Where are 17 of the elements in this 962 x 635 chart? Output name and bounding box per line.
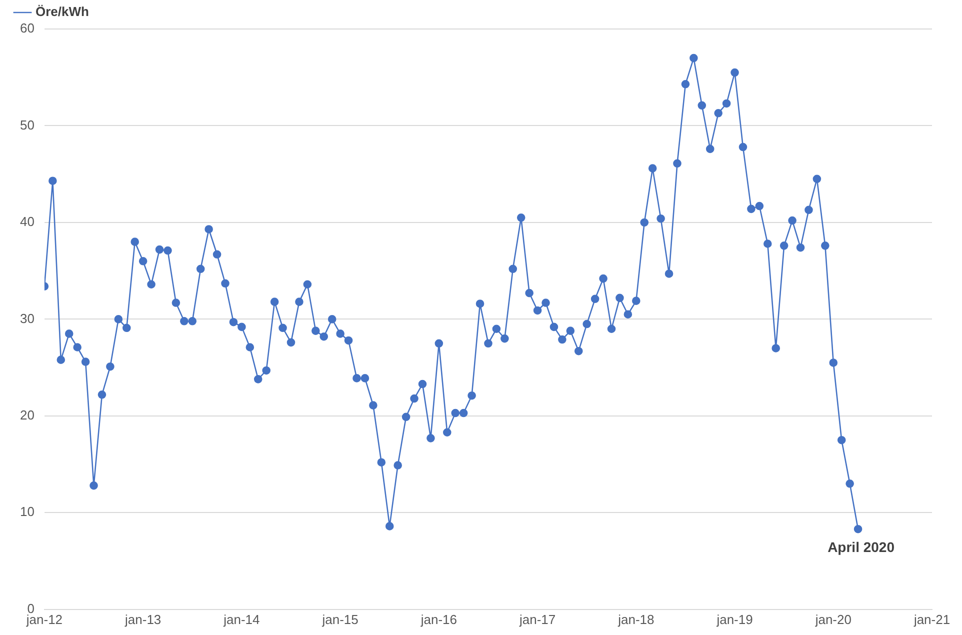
x-tick-label: jan-13 bbox=[124, 612, 162, 627]
y-tick-label: 50 bbox=[20, 117, 34, 132]
y-tick-label: 60 bbox=[20, 20, 34, 36]
y-tick-label: 10 bbox=[20, 504, 34, 520]
y-tick-label: 20 bbox=[20, 408, 34, 423]
x-tick-label: jan-16 bbox=[420, 612, 457, 627]
x-tick-label: jan-20 bbox=[814, 612, 852, 627]
x-tick-label: jan-15 bbox=[321, 612, 358, 627]
x-tick-label: jan-18 bbox=[617, 612, 654, 627]
x-tick-label: jan-17 bbox=[518, 612, 556, 627]
x-tick-label: jan-21 bbox=[912, 612, 950, 627]
x-tick-label: jan-14 bbox=[222, 612, 260, 627]
y-tick-label: 40 bbox=[20, 214, 34, 230]
legend-label: Öre/kWh bbox=[36, 4, 90, 20]
annotation: April 2020 bbox=[828, 538, 895, 555]
x-tick-label: jan-19 bbox=[716, 612, 753, 627]
y-tick-label: 30 bbox=[20, 310, 34, 326]
